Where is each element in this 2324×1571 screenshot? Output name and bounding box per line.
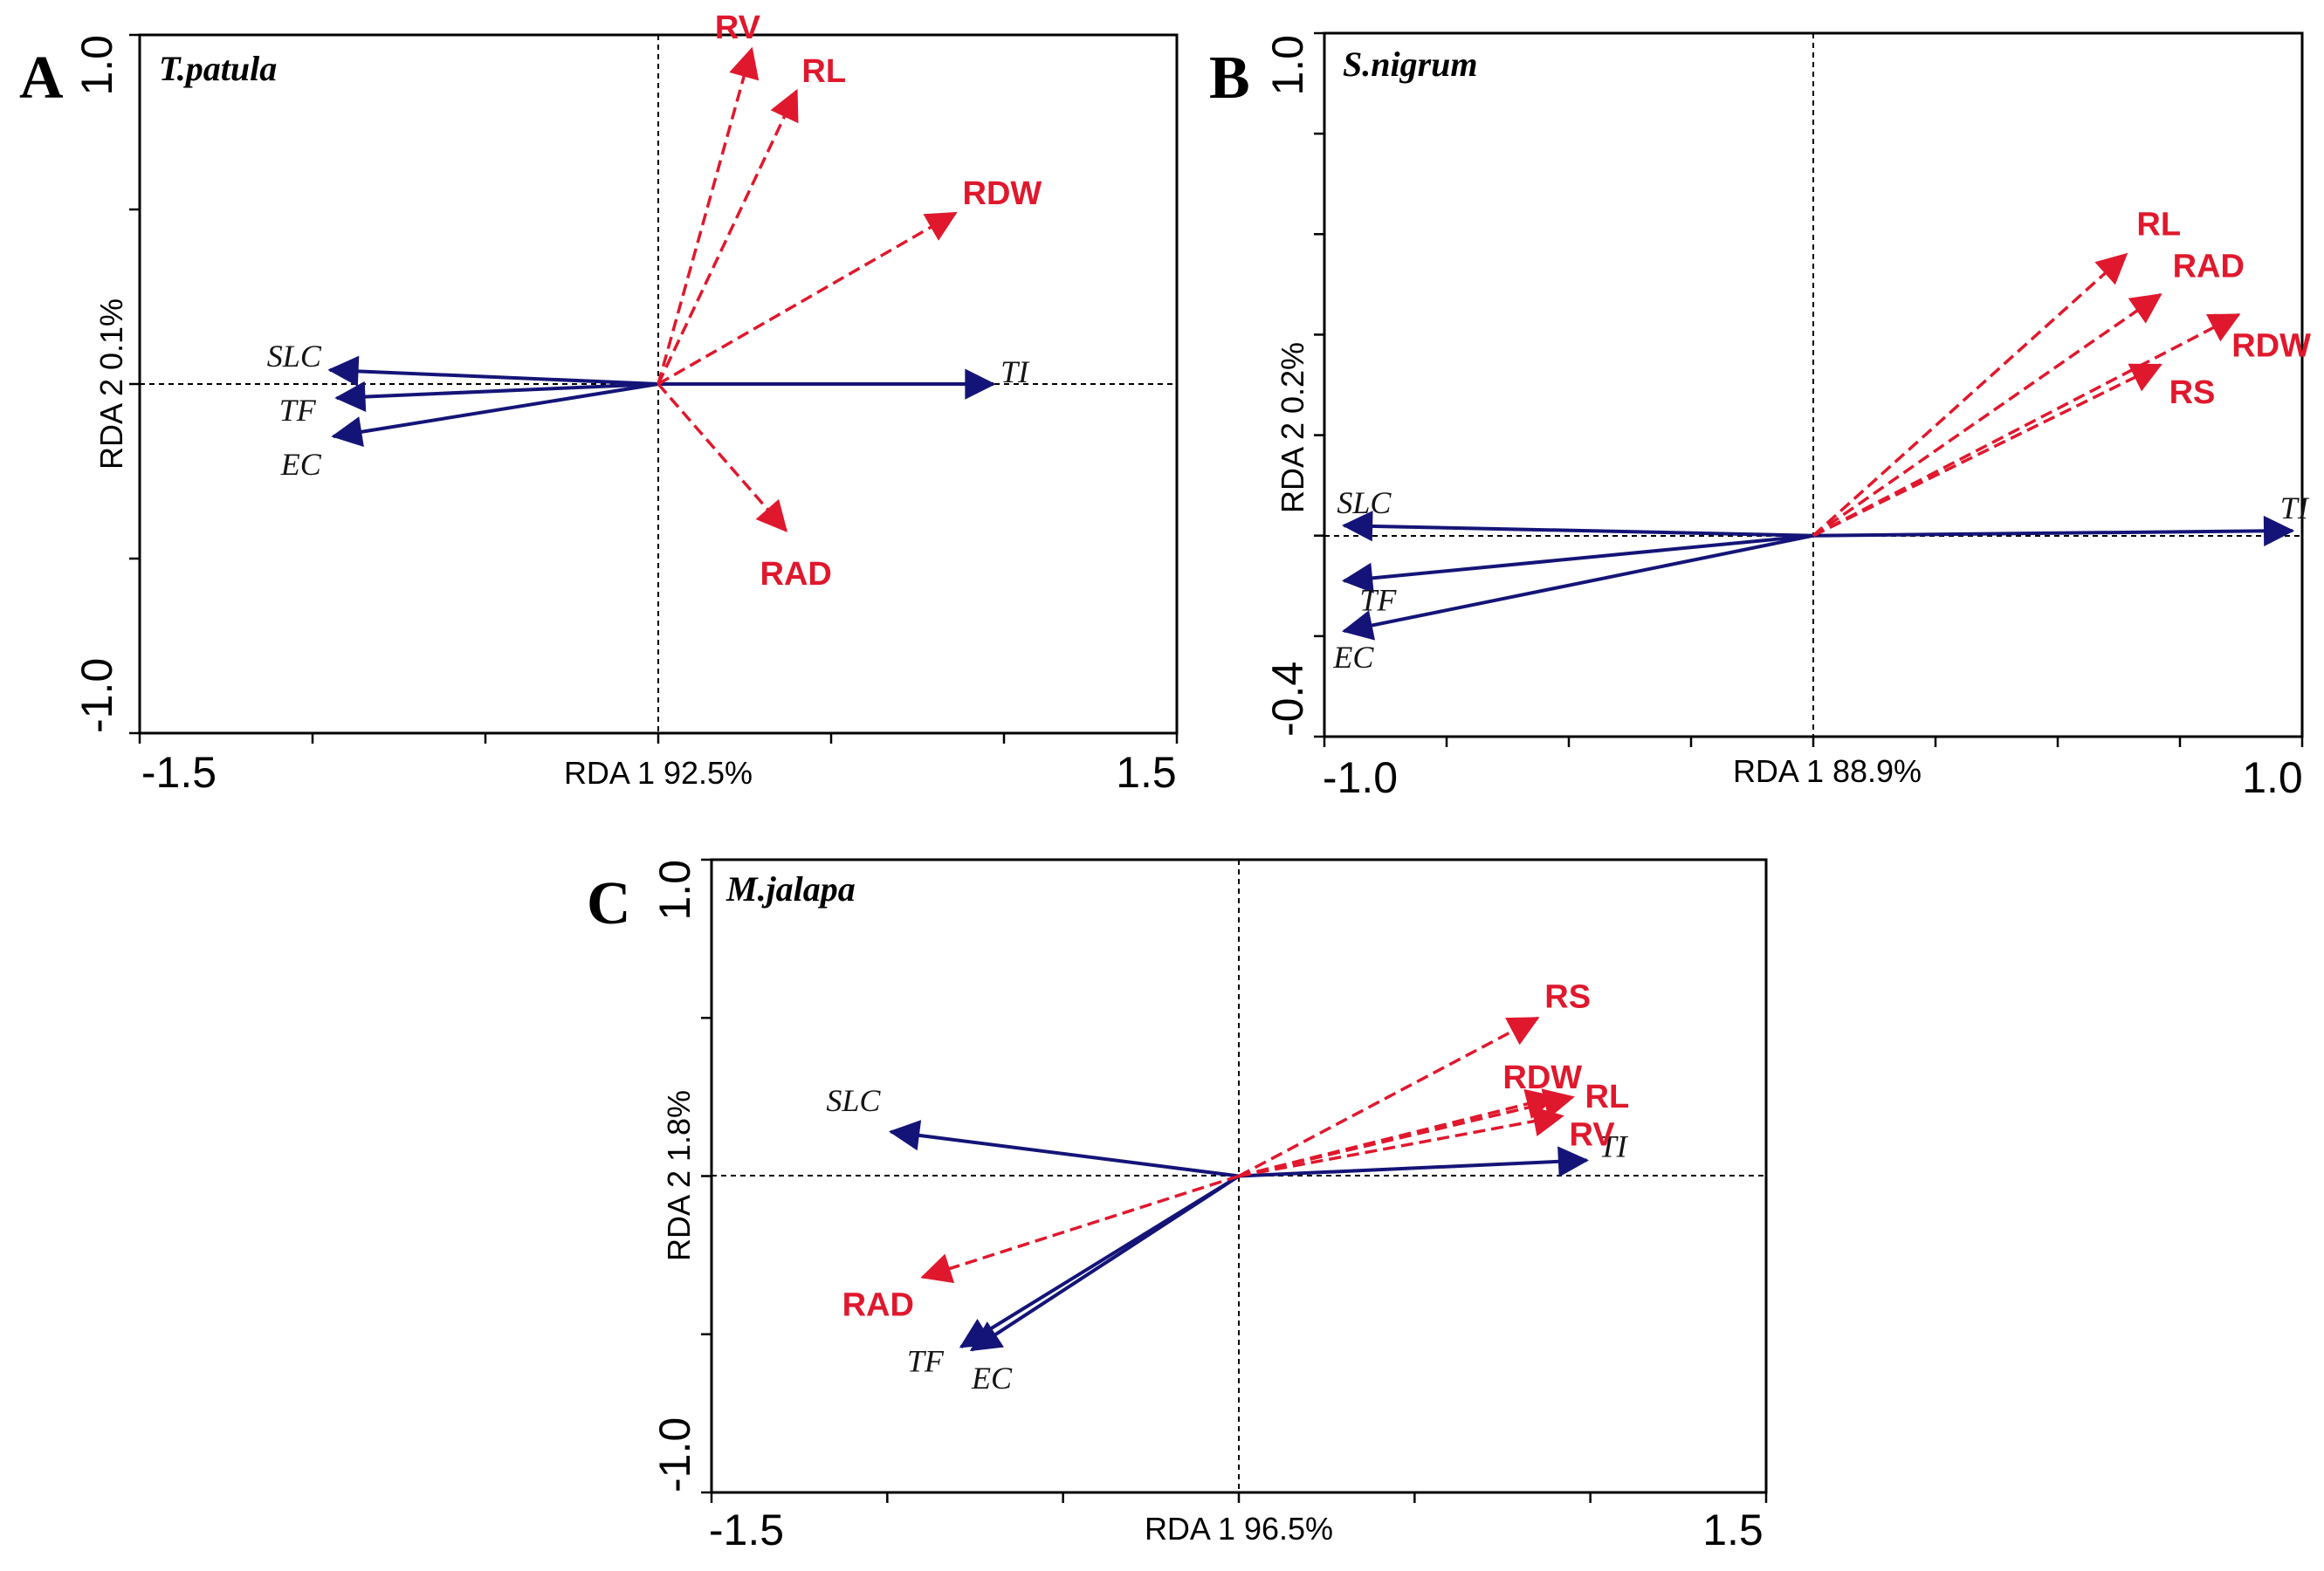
- explanatory-arrow-slc: [327, 355, 659, 387]
- response-arrow-rl: [1812, 252, 2128, 538]
- response-label-rad: RAD: [2173, 248, 2245, 285]
- response-arrow-rl: [1238, 1088, 1575, 1178]
- response-label-rs: RS: [2169, 374, 2216, 411]
- explanatory-label-slc: SLC: [267, 339, 322, 374]
- explanatory-label-ec: EC: [971, 1361, 1013, 1396]
- response-arrow-rad: [920, 1174, 1240, 1284]
- response-arrow-rdw: [657, 211, 958, 386]
- explanatory-arrow-ec: [969, 1174, 1241, 1352]
- response-arrow-rdw: [1812, 312, 2241, 538]
- explanatory-arrow-ec: [331, 382, 659, 448]
- species-title-a: T.patula: [159, 49, 277, 88]
- ytick-label-top-c: 1.0: [650, 860, 699, 921]
- response-arrow-rad: [657, 382, 788, 532]
- xtick-label-left-b: -1.0: [1323, 753, 1398, 802]
- x-axis-label-b: RDA 1 88.9%: [1733, 753, 1922, 789]
- response-arrow-rs: [1812, 363, 2162, 538]
- panel-letter-c: C: [587, 870, 631, 937]
- ytick-label-bottom-c: -1.0: [650, 1417, 699, 1492]
- species-title-b: S.nigrum: [1343, 45, 1478, 84]
- explanatory-arrow-ti: [1812, 515, 2295, 547]
- explanatory-arrow-slc: [1341, 511, 1814, 542]
- response-label-rv: RV: [1569, 1117, 1615, 1154]
- response-label-rad: RAD: [760, 556, 832, 593]
- explanatory-label-slc: SLC: [1337, 485, 1392, 520]
- y-axis-label-a: RDA 2 0.1%: [93, 298, 129, 470]
- explanatory-label-ti: TI: [1599, 1129, 1629, 1163]
- species-title-c: M.jalapa: [725, 869, 856, 909]
- explanatory-label-ec: EC: [1332, 640, 1374, 675]
- ytick-label-top-a: 1.0: [72, 35, 121, 96]
- y-axis-label-c: RDA 2 1.8%: [661, 1090, 697, 1261]
- response-label-rdw: RDW: [1502, 1060, 1582, 1096]
- explanatory-arrow-ec: [1342, 533, 1814, 641]
- panel-letter-b: B: [1209, 45, 1250, 112]
- explanatory-arrow-ti: [1238, 1146, 1590, 1178]
- vectors-b: SLC TF EC TI RL RAD RDW RS: [1332, 206, 2311, 675]
- panel-a: A T.patula 1.0 -1.0 -1.5 1.5 RDA 1 92.5%…: [19, 10, 1179, 797]
- explanatory-label-ec: EC: [280, 447, 322, 482]
- panel-c: C M.jalapa 1.0 -1.0 -1.5 1.5 RDA 1 96.5%…: [587, 858, 1768, 1554]
- y-axis-label-b: RDA 2 0.2%: [1275, 342, 1310, 513]
- x-axis-label-a: RDA 1 92.5%: [564, 755, 753, 791]
- xtick-label-right-b: 1.0: [2242, 753, 2303, 802]
- ytick-label-top-b: 1.0: [1263, 35, 1312, 96]
- explanatory-label-tf: TF: [907, 1343, 945, 1378]
- ticks-b: [1314, 31, 2304, 747]
- ticks-c: [701, 858, 1768, 1503]
- explanatory-arrow-slc: [888, 1120, 1240, 1178]
- explanatory-arrow-tf: [1341, 533, 1814, 593]
- response-arrow-rv: [657, 46, 760, 385]
- xtick-label-left-a: -1.5: [141, 748, 217, 797]
- panel-letter-a: A: [19, 45, 64, 112]
- ticks-a: [129, 33, 1179, 744]
- explanatory-label-slc: SLC: [826, 1083, 881, 1118]
- xtick-label-right-a: 1.5: [1116, 748, 1177, 797]
- response-label-rl: RL: [1585, 1079, 1630, 1115]
- explanatory-arrow-tf: [334, 381, 659, 413]
- panel-b: B S.nigrum 1.0 -0.4 -1.0 1.0 RDA 1 88.9%…: [1209, 31, 2311, 802]
- x-axis-label-c: RDA 1 96.5%: [1145, 1511, 1333, 1547]
- explanatory-label-tf: TF: [279, 393, 317, 428]
- response-label-rdw: RDW: [963, 175, 1042, 212]
- xtick-label-right-c: 1.5: [1702, 1506, 1764, 1554]
- explanatory-label-ti: TI: [1000, 354, 1030, 389]
- explanatory-label-ti: TI: [2280, 491, 2310, 525]
- xtick-label-left-c: -1.5: [709, 1506, 784, 1554]
- response-label-rl: RL: [801, 53, 846, 90]
- response-label-rdw: RDW: [2231, 327, 2311, 364]
- response-label-rv: RV: [715, 10, 761, 46]
- response-label-rs: RS: [1544, 978, 1591, 1015]
- vectors-a: SLC TF EC TI RV RL RDW RAD: [267, 10, 1042, 593]
- response-arrow-rad: [1812, 292, 2162, 538]
- response-arrow-rs: [1238, 1016, 1540, 1178]
- explanatory-label-tf: TF: [1359, 583, 1397, 618]
- ytick-label-bottom-b: -0.4: [1263, 662, 1312, 737]
- response-label-rad: RAD: [842, 1287, 914, 1324]
- ytick-label-bottom-a: -1.0: [72, 658, 121, 733]
- response-label-rl: RL: [2136, 206, 2181, 243]
